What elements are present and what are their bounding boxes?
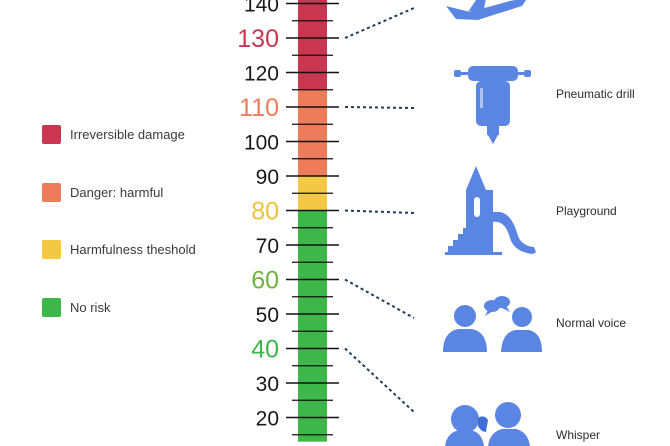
source-label-whisper: Whisper [556, 428, 600, 442]
legend-label-3: No risk [70, 300, 111, 315]
scale-ticks [286, 2, 339, 436]
source-labels: Pneumatic drill Playground Normal voice Whi… [556, 87, 635, 442]
connectors [344, 7, 415, 413]
whisper-icon [445, 402, 530, 446]
scale-label-80: 80 [251, 198, 279, 226]
connector-conversation [344, 278, 415, 319]
scale-band-3 [298, 210, 327, 442]
scale-label-130: 130 [237, 25, 279, 53]
scale-label-40: 40 [251, 336, 279, 364]
scale-label-90: 90 [256, 166, 279, 189]
scale-label-100: 100 [244, 132, 279, 155]
legend-swatch-1 [42, 183, 61, 202]
source-label-playground-slide: Playground [556, 204, 617, 218]
decibel-bar [298, 0, 327, 442]
scale-label-120: 120 [244, 63, 279, 86]
connector-whisper [344, 347, 415, 413]
scale-label-30: 30 [256, 373, 279, 396]
airplane-icon [446, 0, 526, 20]
scale-band-0 [298, 0, 327, 90]
scale-label-70: 70 [256, 235, 279, 258]
scale-labels: 140 130 120 110 100 90 80 70 60 50 40 30 20 [237, 0, 279, 431]
scale-label-110: 110 [239, 94, 279, 122]
conversation-icon [443, 296, 542, 352]
connector-pneumatic-drill [344, 106, 415, 109]
legend-label-2: Harmfulness theshold [70, 242, 196, 257]
connector-airplane [344, 7, 415, 39]
legend-label-0: Irreversible damage [70, 127, 185, 142]
source-label-pneumatic-drill: Pneumatic drill [556, 87, 635, 101]
pneumatic-drill-icon [454, 66, 531, 144]
scale-label-140: 140 [244, 0, 279, 17]
legend-swatch-3 [42, 298, 61, 317]
legend-swatch-0 [42, 125, 61, 144]
playground-slide-icon [445, 166, 536, 255]
source-label-conversation: Normal voice [556, 316, 626, 330]
scale-label-20: 20 [256, 408, 279, 431]
scale-label-60: 60 [251, 267, 279, 295]
scale-label-50: 50 [256, 304, 279, 327]
scale-band-1 [298, 89, 327, 176]
connector-playground-slide [344, 209, 415, 214]
legend-swatch-2 [42, 240, 61, 259]
legend-label-1: Danger: harmful [70, 185, 163, 200]
legend: Irreversible damage Danger: harmful Harmfu… [42, 125, 196, 317]
